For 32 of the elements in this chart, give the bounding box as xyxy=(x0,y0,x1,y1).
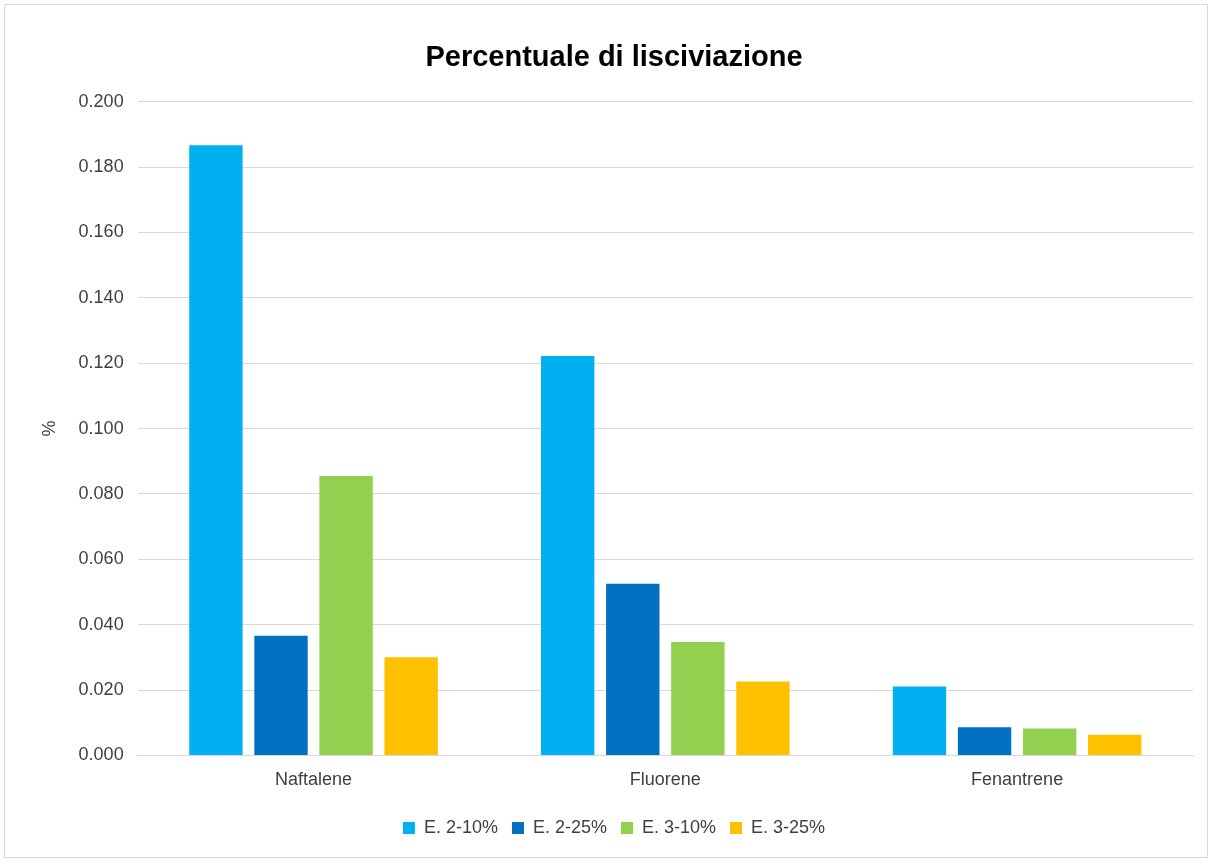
bar xyxy=(254,635,308,755)
y-tick-label: 0.080 xyxy=(78,482,124,503)
y-tick-label: 0.200 xyxy=(78,90,124,111)
y-tick-label: 0.040 xyxy=(78,613,124,634)
bar xyxy=(606,583,660,755)
legend-label: E. 2-10% xyxy=(423,816,498,837)
x-tick-label: Fluorene xyxy=(629,769,701,790)
bar xyxy=(189,145,243,755)
bar xyxy=(892,686,947,755)
y-tick-label: 0.120 xyxy=(78,352,124,373)
bar xyxy=(671,642,725,755)
chart-title: Percentuale di lisciviazione xyxy=(425,40,803,73)
bar xyxy=(384,657,438,755)
y-tick-label: 0.020 xyxy=(78,679,124,700)
legend-label: E. 3-10% xyxy=(642,816,717,837)
y-tick-label: 0.000 xyxy=(78,744,124,765)
bar xyxy=(1022,728,1077,755)
bar xyxy=(736,681,790,755)
bar xyxy=(957,727,1012,755)
bar xyxy=(319,475,373,755)
bar xyxy=(541,356,595,755)
bar xyxy=(1088,734,1142,755)
x-tick-label: Naftalene xyxy=(275,769,353,790)
legend-label: E. 3-25% xyxy=(751,816,826,837)
legend-label: E. 2-25% xyxy=(532,816,608,837)
y-tick-label: 0.140 xyxy=(78,286,124,307)
y-tick-label: 0.180 xyxy=(78,156,124,177)
y-tick-label: 0.100 xyxy=(78,417,124,438)
x-tick-label: Fenantrene xyxy=(971,769,1064,790)
y-axis-title: % xyxy=(38,420,59,437)
y-tick-label: 0.160 xyxy=(78,221,124,242)
y-tick-label: 0.060 xyxy=(78,548,124,569)
